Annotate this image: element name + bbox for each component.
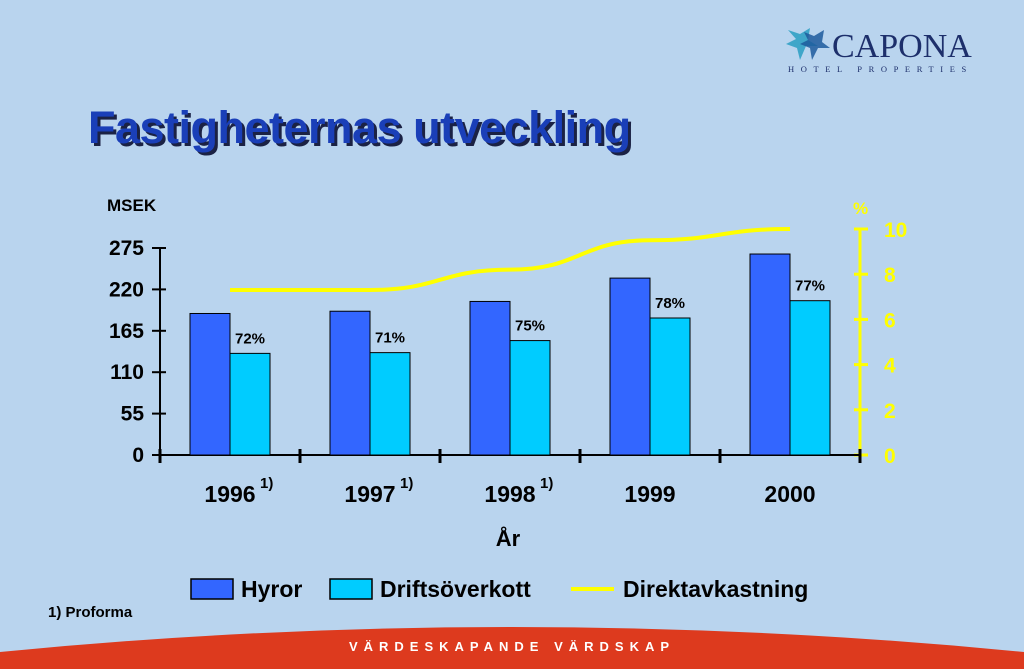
y-axis-left-label: MSEK <box>107 196 157 215</box>
footnote: 1) Proforma <box>48 604 133 621</box>
bar-driftsoverkott <box>229 352 271 456</box>
y-tick-label-left: 165 <box>109 320 144 343</box>
y-axis-right-label: % <box>853 199 868 218</box>
legend-swatch-driftsoverkott <box>329 578 373 600</box>
y-tick-label-right: 2 <box>884 400 896 423</box>
y-tick-label-right: 0 <box>884 445 896 468</box>
banner-text: VÄRDESKAPANDE VÄRDSKAP <box>348 639 676 654</box>
page-title: Fastigheternas utveckling <box>88 102 631 153</box>
data-label: 77% <box>795 278 825 295</box>
y-tick-label-left: 110 <box>110 361 144 384</box>
logo-name: CAPONA <box>832 28 972 65</box>
bar-hyror <box>749 253 791 456</box>
x-tick-label: 1998 <box>484 481 535 507</box>
x-tick-label: 1997 <box>344 481 395 507</box>
data-label: 75% <box>515 318 545 335</box>
data-label: 71% <box>375 330 405 347</box>
x-tick-label: 1996 <box>204 481 255 507</box>
y-tick-label-left: 220 <box>109 278 144 301</box>
legend-swatch-hyror <box>190 578 234 600</box>
y-tick-label-right: 6 <box>884 309 896 332</box>
y-tick-label-left: 0 <box>132 444 144 467</box>
bar-hyror <box>469 300 511 456</box>
legend-label-direktavkastning: Direktavkastning <box>623 576 808 602</box>
data-label: 72% <box>235 330 265 347</box>
logo-subtitle: HOTEL PROPERTIES <box>788 64 973 74</box>
x-tick-label: 1999 <box>624 481 675 507</box>
legend-label-hyror: Hyror <box>241 576 302 602</box>
bar-driftsoverkott <box>649 317 691 456</box>
x-tick-note: 1) <box>260 475 273 492</box>
y-tick-label-right: 4 <box>884 355 896 378</box>
bar-driftsoverkott <box>369 352 411 456</box>
legend-label-driftsoverkott: Driftsöverkott <box>380 576 531 602</box>
bar-hyror <box>329 310 371 456</box>
x-tick-note: 1) <box>540 475 553 492</box>
y-tick-label-left: 55 <box>121 403 145 426</box>
bar-driftsoverkott <box>789 300 831 456</box>
line-direktavkastning <box>229 227 791 293</box>
x-tick-note: 1) <box>400 475 413 492</box>
y-tick-label-left: 275 <box>109 237 144 260</box>
capona-logo: CAPONA HOTEL PROPERTIES <box>784 26 984 76</box>
y-tick-label-right: 8 <box>884 264 896 287</box>
x-tick-label: 2000 <box>764 481 815 507</box>
bar-driftsoverkott <box>509 340 551 456</box>
y-tick-label-right: 10 <box>884 219 907 242</box>
data-label: 78% <box>655 295 685 312</box>
star-icon <box>786 28 830 60</box>
x-axis-label: År <box>496 525 521 551</box>
